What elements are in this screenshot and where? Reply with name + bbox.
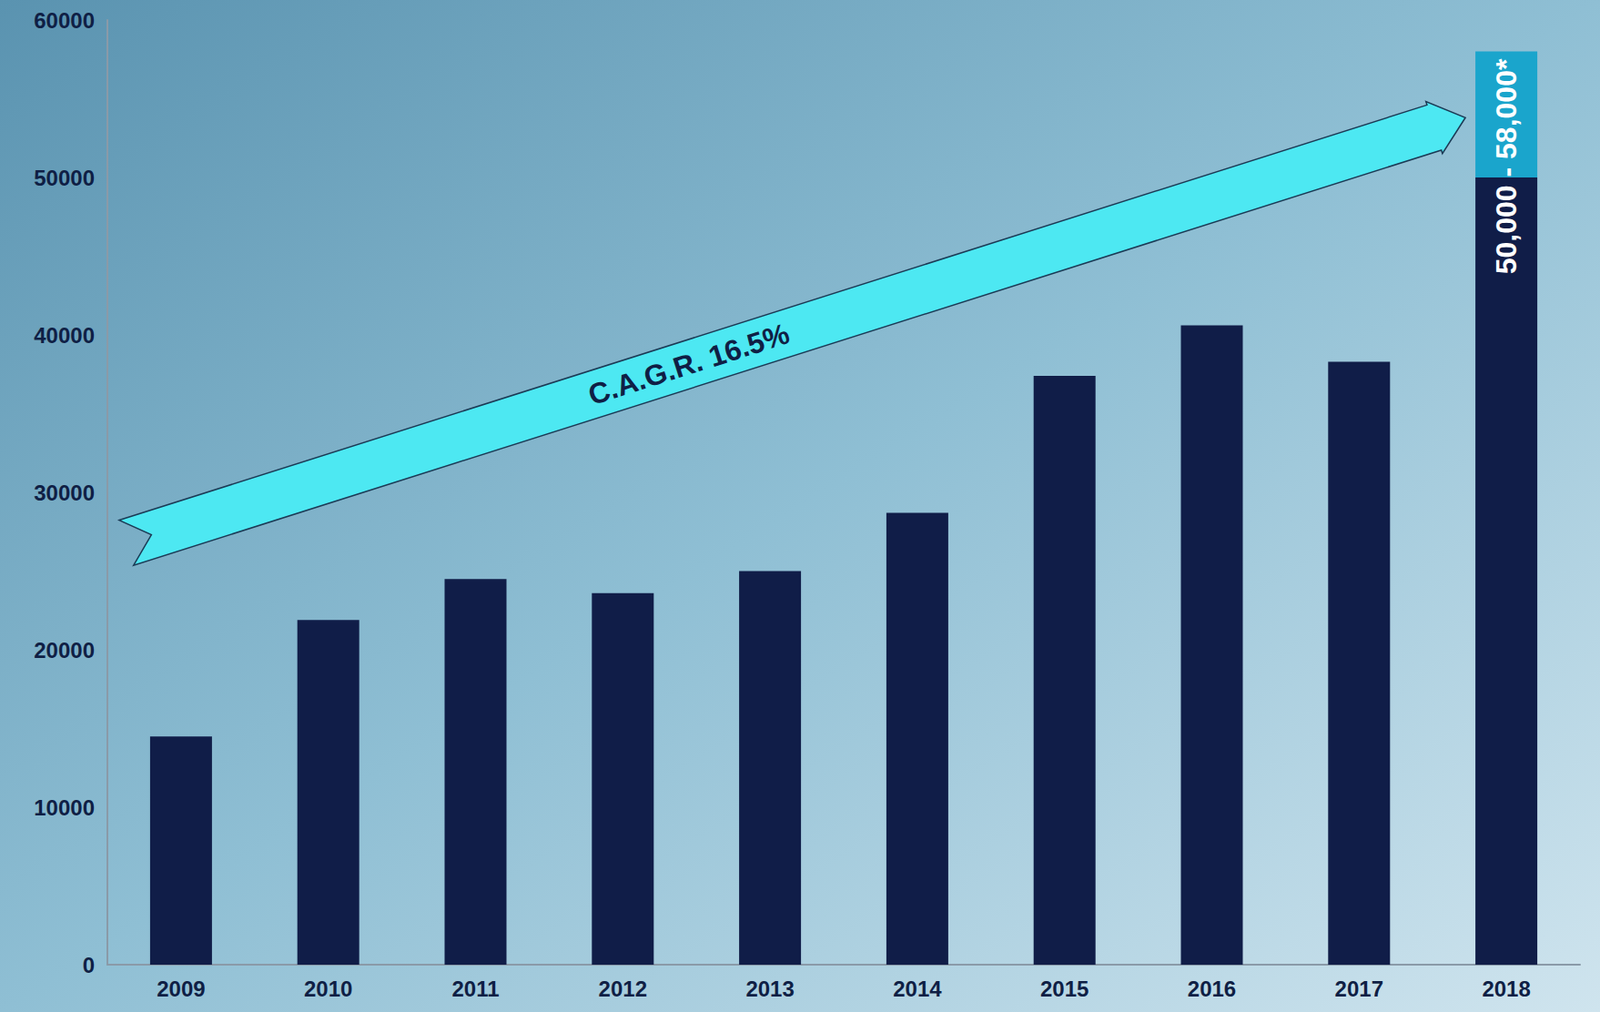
svg-text:2016: 2016 xyxy=(1187,976,1236,1002)
svg-text:2009: 2009 xyxy=(156,976,205,1002)
svg-text:2012: 2012 xyxy=(598,976,648,1002)
svg-text:2015: 2015 xyxy=(1040,976,1089,1002)
svg-text:30000: 30000 xyxy=(33,480,95,506)
svg-text:2013: 2013 xyxy=(745,976,794,1002)
svg-text:40000: 40000 xyxy=(33,323,95,348)
svg-text:20000: 20000 xyxy=(33,637,95,663)
svg-text:50000: 50000 xyxy=(33,165,95,191)
svg-text:2011: 2011 xyxy=(451,976,499,1002)
svg-text:10000: 10000 xyxy=(33,795,95,821)
svg-text:50,000 - 58,000*: 50,000 - 58,000* xyxy=(1489,58,1523,274)
svg-text:2010: 2010 xyxy=(303,976,353,1002)
svg-text:0: 0 xyxy=(82,952,95,978)
svg-text:2017: 2017 xyxy=(1335,976,1384,1002)
svg-text:60000: 60000 xyxy=(33,8,95,33)
svg-text:C.A.G.R. 16.5%: C.A.G.R. 16.5% xyxy=(584,316,794,412)
svg-text:2014: 2014 xyxy=(892,976,942,1002)
svg-text:2018: 2018 xyxy=(1481,976,1530,1002)
